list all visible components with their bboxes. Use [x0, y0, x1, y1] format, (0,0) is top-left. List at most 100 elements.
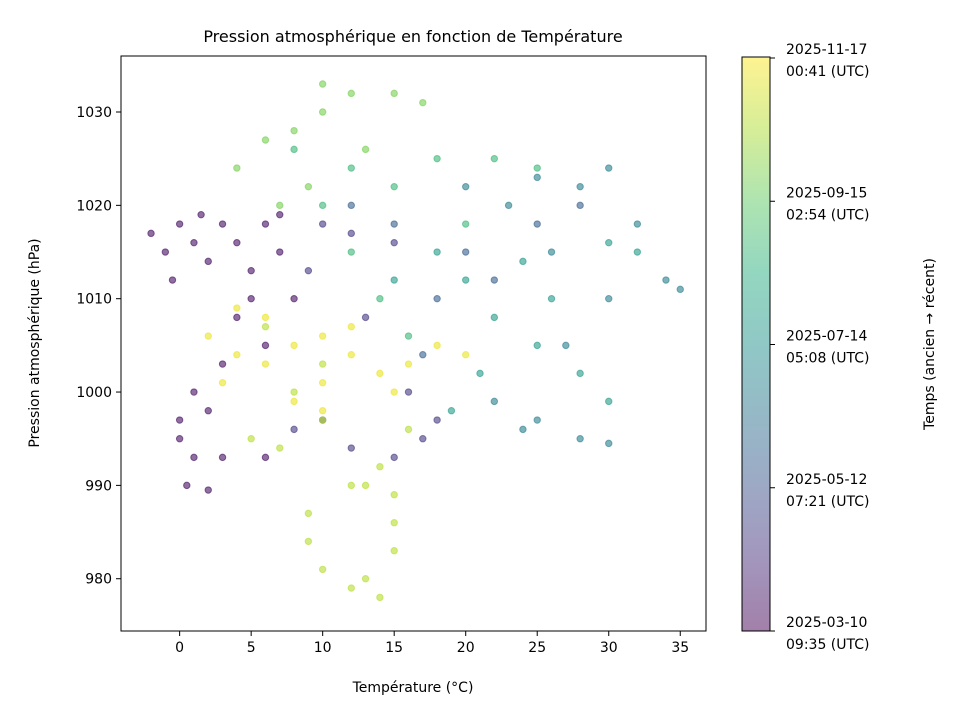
data-point — [168, 276, 177, 284]
y-axis: 980 990 1000 1010 1020 1030 — [76, 105, 121, 588]
data-point — [190, 453, 198, 462]
data-point — [390, 220, 398, 228]
data-point — [633, 220, 642, 228]
data-point — [161, 248, 170, 256]
data-point — [404, 388, 413, 396]
data-point — [318, 80, 327, 88]
data-point — [147, 229, 155, 238]
data-point — [175, 416, 184, 424]
data-point — [390, 276, 398, 284]
data-point — [183, 481, 191, 490]
data-point — [576, 201, 584, 210]
data-point — [533, 220, 541, 228]
data-point — [204, 332, 212, 340]
data-point — [290, 341, 298, 350]
data-point — [261, 322, 270, 331]
x-axis-label: Température (°C) — [352, 680, 474, 696]
data-point — [605, 439, 613, 448]
data-point — [347, 89, 355, 98]
data-point — [390, 519, 398, 527]
data-point — [519, 257, 527, 266]
data-point — [347, 201, 355, 210]
data-point — [419, 435, 427, 443]
data-point — [233, 313, 241, 322]
data-point — [347, 229, 355, 238]
data-point — [419, 98, 427, 107]
data-point — [347, 322, 355, 331]
data-point — [233, 304, 241, 312]
data-point — [318, 332, 327, 340]
data-point — [361, 313, 370, 322]
data-point — [276, 444, 284, 452]
data-point — [304, 537, 313, 546]
data-point — [197, 210, 205, 219]
data-point — [376, 294, 384, 303]
data-point — [318, 220, 327, 228]
x-tick-label: 30 — [600, 640, 618, 656]
x-tick-label: 5 — [247, 640, 256, 656]
y-axis-label: Pression atmosphérique (hPa) — [27, 238, 43, 447]
data-point — [261, 341, 270, 350]
data-point — [247, 435, 255, 443]
data-point — [190, 238, 198, 247]
data-point — [233, 164, 241, 172]
data-point — [533, 173, 541, 182]
data-point — [390, 238, 398, 247]
data-point — [318, 360, 327, 368]
data-point — [247, 266, 255, 275]
data-point — [605, 397, 613, 406]
points-layer — [147, 80, 684, 602]
data-point — [175, 435, 184, 443]
data-point — [576, 369, 584, 378]
colorbar-tick-date: 2025-07-14 — [786, 329, 867, 345]
data-point — [490, 154, 499, 163]
data-point — [175, 220, 184, 228]
colorbar-tick-time: 07:21 (UTC) — [786, 494, 869, 510]
data-point — [605, 164, 613, 172]
data-point — [347, 584, 355, 592]
x-tick-label: 15 — [385, 640, 403, 656]
colorbar-tick-time: 00:41 (UTC) — [786, 64, 869, 80]
data-point — [218, 360, 227, 368]
x-tick-label: 25 — [528, 640, 546, 656]
data-point — [276, 201, 284, 210]
y-tick-label: 1010 — [76, 292, 112, 308]
data-point — [290, 126, 298, 135]
x-tick-label: 35 — [671, 640, 689, 656]
data-point — [576, 182, 584, 191]
x-tick-label: 10 — [314, 640, 332, 656]
colorbar-tick-date: 2025-11-17 — [786, 42, 867, 58]
data-point — [533, 341, 541, 350]
data-point — [419, 351, 427, 359]
colorbar-tick-date: 2025-05-12 — [786, 472, 867, 488]
data-point — [562, 341, 570, 350]
x-tick-label: 20 — [457, 640, 475, 656]
data-point — [261, 220, 270, 228]
data-point — [318, 565, 327, 574]
data-point — [376, 369, 384, 378]
data-point — [404, 332, 413, 340]
data-point — [462, 220, 470, 228]
data-point — [361, 145, 370, 154]
data-point — [433, 294, 441, 303]
data-point — [676, 285, 684, 294]
data-point — [318, 108, 327, 116]
data-point — [433, 248, 441, 256]
y-tick-label: 1030 — [76, 105, 112, 121]
data-point — [290, 425, 298, 434]
y-tick-label: 990 — [85, 478, 112, 494]
data-point — [261, 313, 270, 322]
data-point — [304, 266, 313, 275]
data-point — [605, 294, 613, 303]
data-point — [347, 351, 355, 359]
data-point — [261, 360, 270, 368]
colorbar — [742, 57, 770, 631]
data-point — [533, 164, 541, 172]
data-point — [490, 276, 499, 284]
data-point — [390, 491, 398, 499]
data-point — [576, 435, 584, 443]
data-point — [519, 425, 527, 434]
data-point — [218, 453, 227, 462]
colorbar-tick-date: 2025-09-15 — [786, 185, 867, 201]
